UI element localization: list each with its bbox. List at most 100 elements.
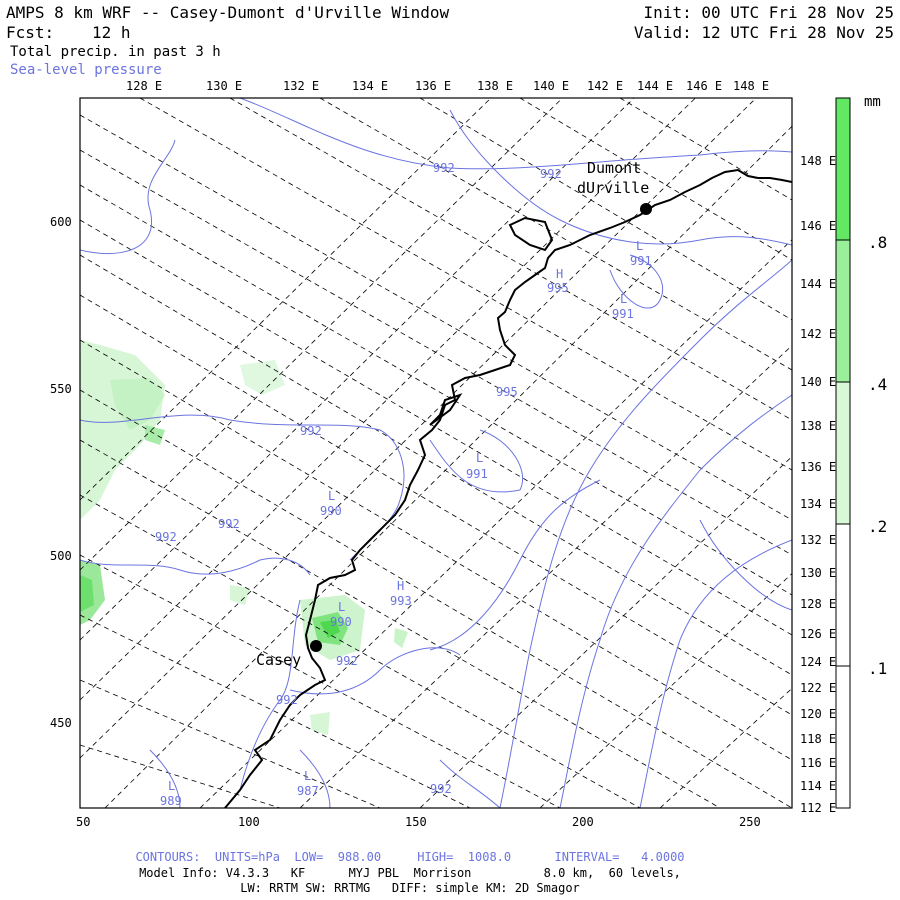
isobar-labels: 992 992 995 991 991 995 992 991 990 992 … bbox=[155, 161, 652, 808]
svg-text:124 E: 124 E bbox=[800, 655, 836, 669]
colorbar-band-04 bbox=[836, 240, 850, 382]
svg-text:118 E: 118 E bbox=[800, 732, 836, 746]
isobar-label: 990 bbox=[330, 615, 352, 629]
svg-text:116 E: 116 E bbox=[800, 756, 836, 770]
svg-text:136 E: 136 E bbox=[800, 460, 836, 474]
svg-text:126 E: 126 E bbox=[800, 627, 836, 641]
svg-text:128 E: 128 E bbox=[126, 79, 162, 93]
isobar-label: 990 bbox=[320, 504, 342, 518]
colorbar: mm .8 .4 .2 .1 bbox=[835, 94, 887, 809]
svg-text:100: 100 bbox=[238, 815, 260, 829]
top-lon-labels: 128 E 130 E 132 E 134 E 136 E 138 E 140 … bbox=[126, 79, 769, 93]
svg-text:148 E: 148 E bbox=[800, 154, 836, 168]
isobar-label: 989 bbox=[160, 794, 182, 808]
isobar-label: 992 bbox=[430, 782, 452, 796]
colorbar-band-08 bbox=[836, 98, 850, 240]
contour-info: CONTOURS: UNITS=hPa LOW= 988.00 HIGH= 10… bbox=[135, 850, 685, 864]
svg-text:140 E: 140 E bbox=[533, 79, 569, 93]
isobar-label: 993 bbox=[390, 594, 412, 608]
svg-text:250: 250 bbox=[739, 815, 761, 829]
graticule bbox=[80, 98, 792, 808]
coastline bbox=[224, 168, 792, 808]
colorbar-frame bbox=[835, 97, 851, 809]
svg-text:122 E: 122 E bbox=[800, 681, 836, 695]
precip-shading bbox=[80, 340, 408, 735]
colorbar-band-01 bbox=[836, 524, 850, 666]
valid-time: Valid: 12 UTC Fri 28 Nov 25 bbox=[633, 23, 894, 42]
pressure-center: L bbox=[304, 769, 311, 783]
pressure-center: L bbox=[476, 451, 483, 465]
svg-text:130 E: 130 E bbox=[800, 566, 836, 580]
isobar-label: 992 bbox=[336, 654, 358, 668]
svg-text:130 E: 130 E bbox=[206, 79, 242, 93]
isobars bbox=[80, 98, 792, 808]
isobar-label: 992 bbox=[540, 167, 562, 181]
svg-text:142 E: 142 E bbox=[587, 79, 623, 93]
pressure-center: L bbox=[328, 489, 335, 503]
isobar-label: 991 bbox=[630, 254, 652, 268]
pressure-center: L bbox=[636, 239, 643, 253]
forecast-hour: 12 h bbox=[92, 23, 131, 42]
svg-text:450: 450 bbox=[50, 716, 72, 730]
svg-text:150: 150 bbox=[405, 815, 427, 829]
station-marker-dumont bbox=[640, 203, 652, 215]
isobar-label: 992 bbox=[300, 424, 322, 438]
svg-text:148 E: 148 E bbox=[733, 79, 769, 93]
left-axis-labels: 600 550 500 450 bbox=[50, 215, 72, 730]
right-lon-labels: 148 E 146 E 144 E 142 E 140 E 138 E 136 … bbox=[800, 154, 836, 815]
colorbar-label: .2 bbox=[868, 517, 887, 536]
pressure-center: H bbox=[556, 267, 563, 281]
pressure-center: L bbox=[168, 779, 175, 793]
bottom-axis-labels: 50 100 150 200 250 bbox=[76, 815, 761, 829]
isobar-label: 991 bbox=[612, 307, 634, 321]
isobar-label: 992 bbox=[218, 517, 240, 531]
svg-text:128 E: 128 E bbox=[800, 597, 836, 611]
svg-text:134 E: 134 E bbox=[800, 497, 836, 511]
field-slp-label: Sea-level pressure bbox=[10, 62, 162, 78]
physics-info: LW: RRTM SW: RRTMG DIFF: simple KM: 2D S… bbox=[240, 881, 580, 895]
svg-text:142 E: 142 E bbox=[800, 327, 836, 341]
station-label-casey: Casey bbox=[256, 651, 301, 669]
svg-text:146 E: 146 E bbox=[800, 219, 836, 233]
init-time: Init: 00 UTC Fri 28 Nov 25 bbox=[643, 3, 894, 22]
model-info: Model Info: V4.3.3 KF MYJ PBL Morrison 8… bbox=[139, 866, 681, 880]
svg-text:550: 550 bbox=[50, 382, 72, 396]
svg-text:134 E: 134 E bbox=[352, 79, 388, 93]
svg-text:140 E: 140 E bbox=[800, 375, 836, 389]
isobar-label: 987 bbox=[297, 784, 319, 798]
colorbar-label: .8 bbox=[868, 233, 887, 252]
svg-text:120 E: 120 E bbox=[800, 707, 836, 721]
map-area: 992 992 995 991 991 995 992 991 990 992 … bbox=[80, 98, 792, 808]
field-precip-label: Total precip. in past 3 h bbox=[10, 44, 221, 60]
station-marker-casey bbox=[310, 640, 322, 652]
svg-text:138 E: 138 E bbox=[477, 79, 513, 93]
svg-text:600: 600 bbox=[50, 215, 72, 229]
isobar-label: 995 bbox=[547, 281, 569, 295]
colorbar-units: mm bbox=[864, 94, 881, 110]
isobar-label: 995 bbox=[496, 385, 518, 399]
svg-text:200: 200 bbox=[572, 815, 594, 829]
forecast-label: Fcst: bbox=[6, 23, 55, 42]
svg-text:136 E: 136 E bbox=[415, 79, 451, 93]
svg-text:132 E: 132 E bbox=[283, 79, 319, 93]
svg-text:112 E: 112 E bbox=[800, 801, 836, 815]
isobar-label: 991 bbox=[466, 467, 488, 481]
svg-text:50: 50 bbox=[76, 815, 90, 829]
colorbar-label: .4 bbox=[868, 375, 887, 394]
pressure-center: H bbox=[397, 579, 404, 593]
isobar-label: 992 bbox=[155, 530, 177, 544]
station-label-dumont: Dumont bbox=[587, 159, 641, 177]
colorbar-label: .1 bbox=[868, 659, 887, 678]
colorbar-band-00 bbox=[836, 666, 850, 808]
map-frame bbox=[79, 97, 793, 809]
pressure-center: L bbox=[620, 292, 627, 306]
svg-text:146 E: 146 E bbox=[686, 79, 722, 93]
svg-text:144 E: 144 E bbox=[800, 277, 836, 291]
svg-text:132 E: 132 E bbox=[800, 533, 836, 547]
svg-text:138 E: 138 E bbox=[800, 419, 836, 433]
stations: Dumont dUrville Casey bbox=[256, 159, 652, 669]
svg-text:500: 500 bbox=[50, 549, 72, 563]
colorbar-band-02 bbox=[836, 382, 850, 524]
